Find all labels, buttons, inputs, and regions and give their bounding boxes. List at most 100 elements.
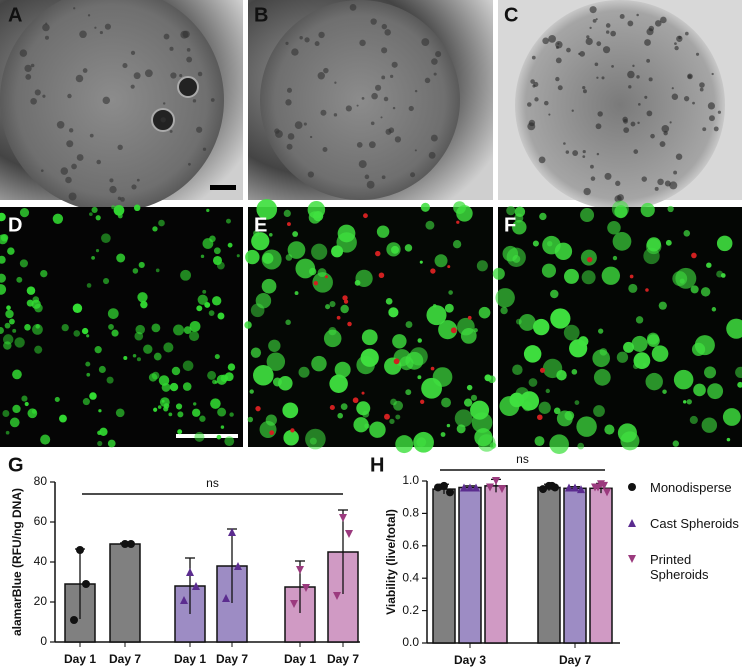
cell [594, 62, 599, 67]
cell [317, 72, 325, 80]
cell [431, 58, 438, 65]
cell [287, 241, 306, 259]
cell [98, 409, 102, 413]
cell [71, 163, 77, 170]
cell [405, 389, 412, 396]
cell [589, 6, 597, 14]
cell [60, 167, 69, 175]
cell [73, 7, 76, 10]
data-point [472, 483, 480, 492]
data-point [296, 566, 304, 574]
cell [538, 156, 546, 164]
y-tick-label: 60 [34, 514, 48, 528]
cell [343, 299, 349, 304]
cell [586, 35, 590, 39]
cell [644, 95, 648, 99]
cell [117, 213, 123, 219]
cell [308, 267, 317, 276]
cell [269, 430, 275, 436]
cell [434, 254, 448, 268]
cell [324, 275, 328, 279]
cell [196, 126, 203, 133]
cell [446, 423, 451, 428]
x-tick-label: Day 7 [109, 652, 141, 666]
cell [392, 334, 407, 349]
cell [303, 122, 307, 126]
cell [217, 407, 227, 417]
gel-disc [515, 0, 725, 210]
data-point [440, 481, 448, 490]
cell [413, 431, 434, 453]
cell [499, 396, 520, 417]
cell [24, 64, 32, 73]
cell [555, 76, 560, 82]
y-tick-label: 40 [34, 554, 48, 568]
cell [700, 287, 711, 297]
cell [651, 345, 669, 362]
cell [255, 405, 261, 412]
cell [79, 30, 87, 39]
cell [134, 331, 144, 341]
cell [410, 172, 416, 178]
cell [548, 113, 551, 116]
cell [604, 172, 612, 180]
cell [539, 212, 547, 221]
cell [89, 212, 93, 216]
panel-label: A [8, 4, 22, 26]
cell [95, 249, 100, 253]
gel-disc [0, 0, 224, 212]
cell [370, 121, 375, 126]
y-tick-label: 0 [40, 634, 47, 648]
cell [384, 413, 390, 420]
cell [539, 367, 546, 373]
cell [106, 376, 114, 384]
cell [283, 209, 291, 218]
cell [430, 268, 436, 274]
cell [420, 399, 425, 404]
cell [576, 416, 597, 437]
cell [574, 400, 580, 405]
data-point [76, 546, 84, 554]
cell [702, 127, 707, 132]
cell [674, 45, 679, 51]
data-point [466, 483, 474, 492]
cell [359, 39, 366, 47]
cell [395, 414, 401, 420]
cell [294, 121, 303, 130]
cell [26, 299, 34, 307]
cell [565, 150, 570, 154]
cell [722, 408, 741, 426]
cell [593, 405, 605, 417]
cell [371, 92, 378, 100]
cell [648, 25, 655, 32]
panel-label: F [504, 214, 516, 236]
cell [583, 187, 591, 196]
cell [68, 192, 77, 201]
cell [95, 215, 101, 221]
panel-label: E [254, 214, 267, 236]
cell [210, 398, 221, 409]
cell [192, 99, 197, 103]
cell [533, 318, 550, 336]
cell [85, 361, 91, 367]
cell [366, 180, 375, 189]
cell [716, 270, 724, 278]
cell [132, 353, 137, 358]
cell [356, 401, 371, 416]
cell [361, 391, 365, 395]
x-tick-label: Day 1 [174, 652, 206, 666]
cell [171, 366, 181, 376]
cell [388, 307, 399, 318]
cell [425, 220, 435, 230]
cell [170, 72, 177, 79]
cell [596, 41, 602, 47]
cell [470, 394, 478, 401]
cell [229, 412, 234, 417]
cell [329, 301, 336, 308]
cell [571, 368, 578, 375]
cell [226, 218, 231, 224]
cell [227, 242, 233, 248]
cell [193, 402, 197, 406]
cell [582, 86, 586, 90]
